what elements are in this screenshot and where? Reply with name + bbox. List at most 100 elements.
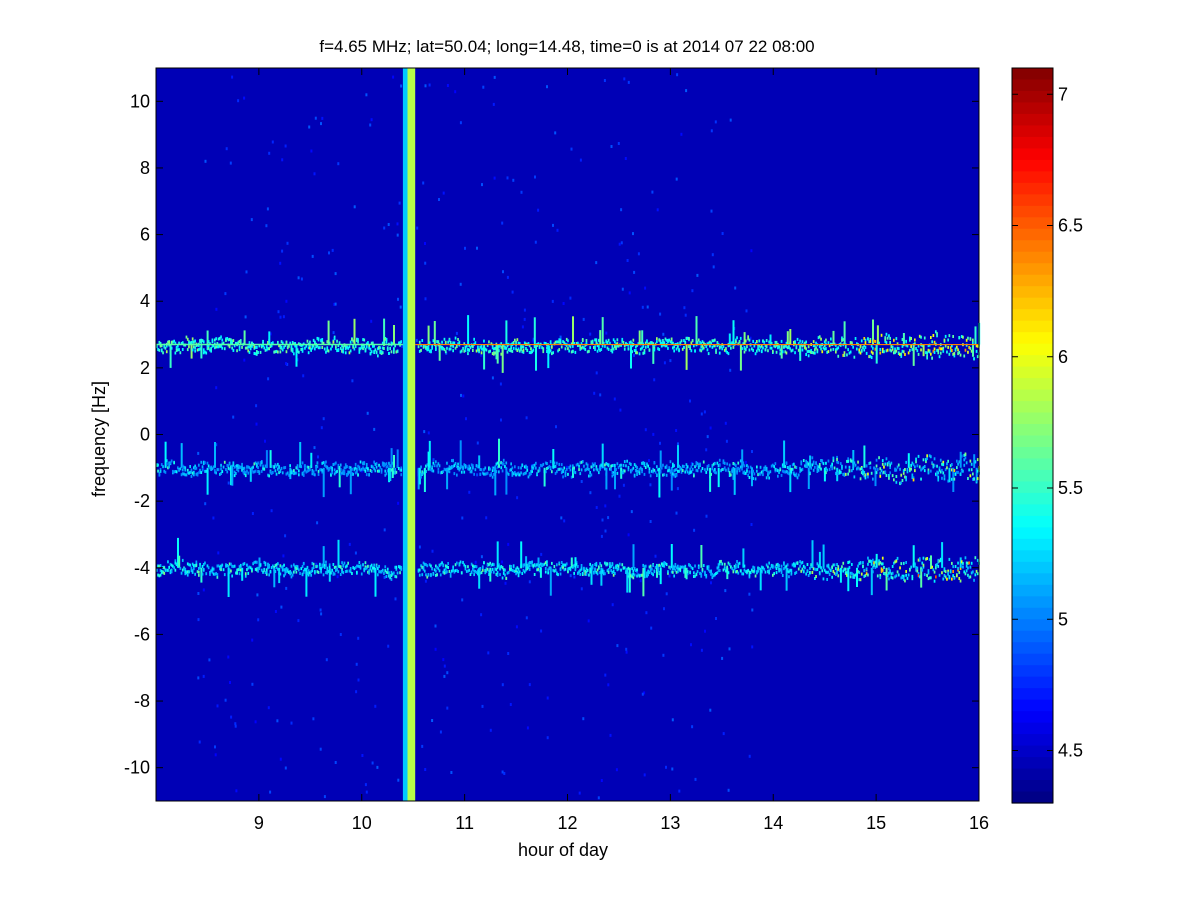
- colorbar-step: [1012, 68, 1053, 81]
- band-cell: [506, 350, 509, 354]
- band-cell: [748, 470, 751, 474]
- band-cell: [207, 464, 210, 468]
- band-cell: [228, 568, 231, 572]
- band-cell: [390, 574, 393, 578]
- band-cell: [475, 464, 478, 468]
- band-cell: [677, 342, 679, 346]
- band-cell: [621, 471, 624, 475]
- band-cell: [612, 463, 615, 467]
- band-cell: [546, 560, 548, 564]
- band-cell: [547, 466, 549, 470]
- band-cell: [895, 475, 898, 478]
- band-cell: [780, 339, 783, 343]
- band-cell: [678, 348, 680, 352]
- band-cell: [430, 350, 432, 354]
- band-cell: [241, 468, 243, 472]
- colorbar-step: [1012, 734, 1053, 747]
- band-cell: [265, 348, 268, 352]
- band-cell: [965, 338, 968, 342]
- band-cell: [473, 472, 475, 476]
- band-cell: [820, 337, 822, 341]
- band-cell: [356, 570, 358, 574]
- noise-cell: [313, 446, 316, 450]
- band-spike: [459, 440, 462, 468]
- band-cell: [216, 342, 219, 345]
- band-cell: [201, 468, 204, 472]
- noise-cell: [202, 588, 205, 592]
- band-cell: [156, 345, 158, 349]
- band-cell: [341, 344, 343, 348]
- band-cell: [175, 562, 178, 566]
- band-cell: [422, 471, 425, 475]
- band-cell: [848, 566, 851, 570]
- band-spike: [391, 467, 394, 478]
- band-cell: [364, 567, 367, 571]
- band-cell: [806, 465, 809, 469]
- band-cell: [767, 565, 769, 569]
- band-cell: [778, 569, 780, 573]
- band-cell: [704, 571, 706, 575]
- band-cell: [899, 353, 901, 356]
- band-cell: [739, 459, 742, 463]
- band-spike: [590, 567, 593, 585]
- band-cell: [760, 569, 763, 573]
- colorbar-tick-label: 5: [1058, 609, 1068, 629]
- band-cell: [632, 466, 635, 470]
- band-cell: [912, 478, 915, 482]
- band-cell: [431, 344, 433, 348]
- band-cell: [279, 470, 282, 474]
- band-cell: [467, 467, 469, 471]
- band-cell: [647, 464, 649, 468]
- band-cell: [725, 468, 727, 472]
- band-cell: [800, 569, 803, 573]
- band-cell: [667, 346, 669, 350]
- band-cell: [969, 347, 972, 351]
- band-cell: [526, 465, 529, 469]
- band-cell: [611, 471, 614, 474]
- band-cell: [702, 341, 705, 345]
- band-cell: [946, 577, 948, 581]
- band-cell: [357, 340, 359, 344]
- band-cell: [778, 469, 780, 473]
- band-cell: [543, 341, 546, 345]
- band-spike: [973, 454, 976, 468]
- band-cell: [341, 568, 343, 571]
- colorbar-step: [1012, 90, 1053, 104]
- noise-cell: [593, 391, 596, 395]
- band-cell: [922, 458, 925, 462]
- band-cell: [228, 570, 231, 574]
- colorbar-step: [1012, 263, 1053, 276]
- noise-cell: [428, 83, 431, 87]
- noise-cell: [675, 177, 678, 181]
- band-cell: [307, 351, 310, 355]
- band-cell: [762, 469, 764, 473]
- band-cell: [936, 470, 938, 474]
- band-cell: [400, 473, 403, 477]
- band-cell: [448, 570, 451, 573]
- colorbar-step: [1012, 757, 1053, 770]
- band-cell: [611, 570, 614, 574]
- band-cell: [917, 558, 920, 562]
- band-cell: [943, 574, 946, 577]
- band-cell: [605, 339, 608, 343]
- band-cell: [770, 341, 773, 345]
- band-cell: [700, 349, 703, 353]
- band-cell: [267, 566, 269, 570]
- band-cell: [937, 560, 940, 564]
- band-cell: [884, 339, 887, 343]
- noise-cell: [715, 617, 717, 620]
- band-cell: [199, 469, 201, 473]
- colorbar-step: [1012, 366, 1053, 379]
- band-cell: [199, 565, 201, 569]
- band-cell: [364, 469, 367, 473]
- noise-cell: [257, 618, 260, 622]
- band-cell: [914, 469, 916, 473]
- noise-cell: [284, 144, 287, 148]
- band-cell: [242, 562, 245, 566]
- noise-cell: [474, 560, 477, 564]
- band-cell: [915, 566, 917, 570]
- band-cell: [216, 573, 219, 577]
- band-cell: [867, 337, 869, 341]
- band-spike: [478, 455, 481, 468]
- band-spike: [685, 344, 688, 370]
